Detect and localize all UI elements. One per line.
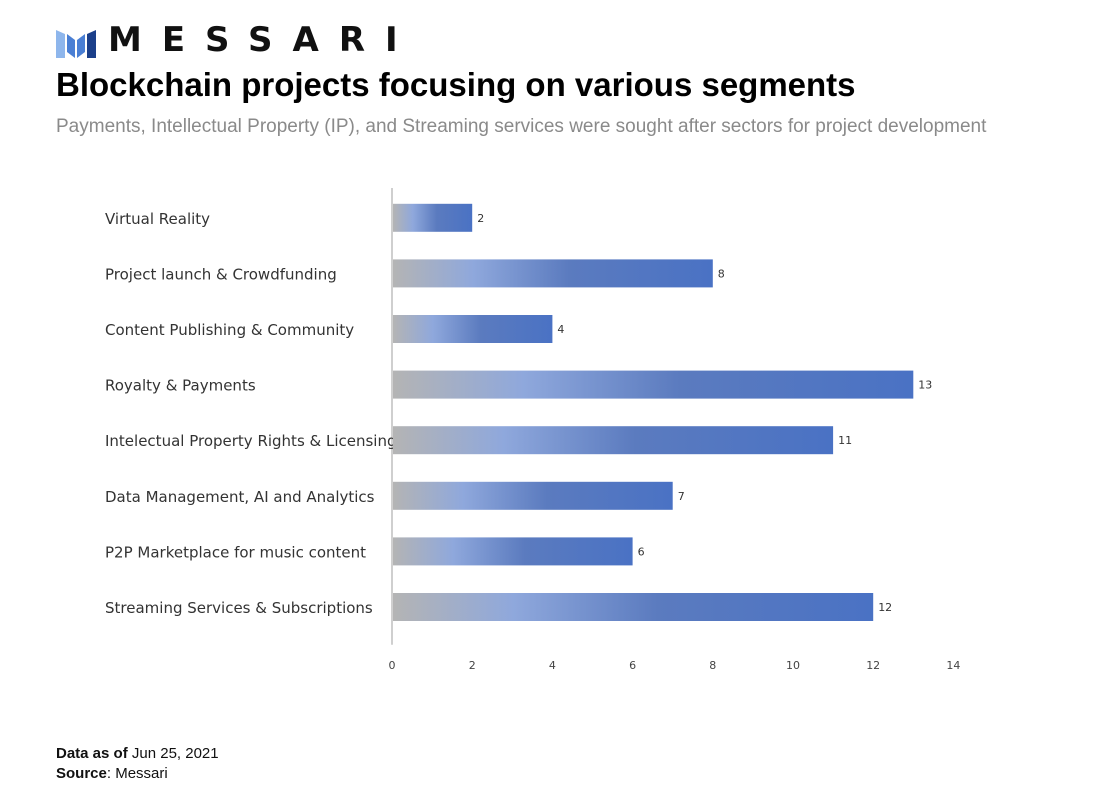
data-as-of: Data as of Jun 25, 2021 [56,744,219,764]
data-label: 13 [918,379,932,392]
x-tick-label: 4 [549,659,556,672]
x-tick-label: 8 [709,659,716,672]
data-label: 4 [557,323,564,336]
x-tick-label: 12 [866,659,880,672]
bar [393,426,834,455]
bar [393,593,874,621]
category-label: Streaming Services & Subscriptions [105,599,373,617]
messari-logo-icon [56,30,96,58]
category-label: Content Publishing & Community [105,321,354,339]
data-label: 12 [878,601,892,614]
category-label: Virtual Reality [105,210,210,228]
x-tick-label: 10 [786,659,800,672]
x-tick-label: 6 [629,659,636,672]
source: Source: Messari [56,764,219,784]
chart-title: Blockchain projects focusing on various … [56,66,856,103]
data-label: 6 [638,545,645,558]
bar [393,537,633,566]
source-value: : Messari [106,765,168,782]
bar [393,259,713,288]
data-label: 2 [477,212,484,225]
data-label: 8 [718,267,725,280]
data-label: 11 [838,434,852,447]
bar [393,315,553,343]
x-tick-label: 2 [469,659,476,672]
x-tick-label: 14 [946,659,960,672]
x-tick-label: 0 [389,659,396,672]
category-label: Intelectual Property Rights & Licensing [105,432,397,450]
brand-name: MESSARI [108,20,418,60]
category-label: Royalty & Payments [105,377,256,395]
chart-subtitle: Payments, Intellectual Property (IP), an… [56,116,987,137]
bar [393,370,914,399]
category-label: Project launch & Crowdfunding [105,265,337,283]
data-label: 7 [678,490,685,503]
bar [393,481,673,510]
source-label: Source [56,765,107,782]
data-as-of-label: Data as of [56,745,128,762]
footer: Data as of Jun 25, 2021 Source: Messari [56,744,219,784]
bar-chart: Virtual Reality 2 Project launch & Crowdfu… [105,188,960,672]
bar [393,203,473,232]
category-label: Data Management, AI and Analytics [105,488,375,506]
data-as-of-value: Jun 25, 2021 [131,745,219,762]
header-logo: MESSARI [56,18,418,62]
category-label: P2P Marketplace for music content [105,543,366,561]
